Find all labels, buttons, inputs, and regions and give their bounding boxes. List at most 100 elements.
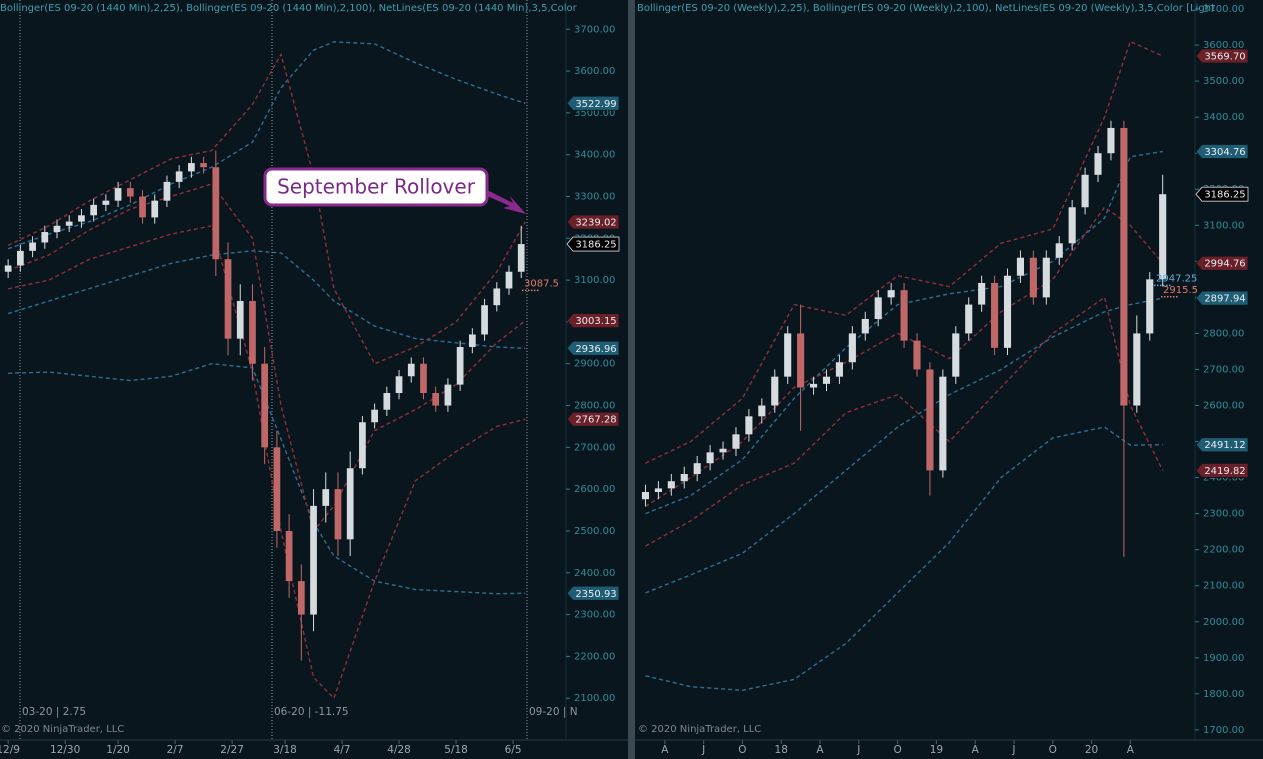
price-marker xyxy=(566,313,620,329)
candle-body xyxy=(163,181,171,201)
candle-body xyxy=(53,225,61,233)
candle-body xyxy=(965,304,973,334)
price-marker xyxy=(1195,186,1249,202)
candle-body xyxy=(188,163,195,172)
x-tick-label: 12/30 xyxy=(50,744,80,756)
candle-body xyxy=(1068,207,1076,244)
net-line-label: 2915.5 xyxy=(1163,285,1198,296)
candle-body xyxy=(745,416,753,435)
candle-body xyxy=(102,200,110,205)
y-tick-label: 2200.00 xyxy=(574,651,615,662)
candle-body xyxy=(1055,243,1063,258)
x-tick-label: A xyxy=(661,744,669,756)
price-marker-label: 2994.76 xyxy=(1204,259,1245,270)
bollinger-band xyxy=(645,426,1163,692)
x-tick-label: 2/7 xyxy=(167,744,184,756)
y-tick-label: 3600.00 xyxy=(574,66,615,77)
y-tick-label: 2700.00 xyxy=(1203,364,1244,375)
candle-body xyxy=(771,376,779,406)
bollinger-band xyxy=(7,52,526,365)
candle-body xyxy=(1107,127,1115,154)
annotation-arrow xyxy=(487,190,526,214)
y-tick-label: 3300.00 xyxy=(574,191,615,202)
candle-body xyxy=(78,215,85,222)
candle-body xyxy=(151,200,159,218)
candle-body xyxy=(667,481,675,489)
annotation: September Rollover xyxy=(263,167,526,214)
candle-body xyxy=(468,334,476,348)
candle-body xyxy=(383,392,391,410)
candle-body xyxy=(939,376,947,471)
price-marker xyxy=(566,214,620,230)
x-tick-label: 12/9 xyxy=(0,744,20,756)
y-tick-label: 2300.00 xyxy=(1203,509,1244,520)
candle-body xyxy=(65,221,73,226)
candle-body xyxy=(212,167,220,260)
candle-body xyxy=(175,171,183,182)
candle-body xyxy=(285,530,293,582)
y-tick-label: 3400.00 xyxy=(1203,112,1244,123)
y-tick-label: 2200.00 xyxy=(1203,545,1244,556)
candle-body xyxy=(1003,275,1012,348)
candle-body xyxy=(874,297,882,319)
x-tick-label: O xyxy=(893,744,901,756)
x-tick-label: O xyxy=(1049,744,1057,756)
candle-body xyxy=(991,282,999,348)
price-marker-label: 3239.02 xyxy=(575,217,616,228)
chart-panel: 03-20 | 2.75 06-20 | -11.75 09-20 | N 2100.… xyxy=(0,0,620,756)
y-tick-label: 2700.00 xyxy=(574,442,615,453)
price-marker-label: 3522.99 xyxy=(575,99,616,110)
candle-body xyxy=(835,362,843,377)
y-tick-label: 3600.00 xyxy=(1203,40,1244,51)
candle-body xyxy=(641,492,650,500)
x-tick-label: A xyxy=(816,744,824,756)
candle-body xyxy=(334,489,342,540)
candle-body xyxy=(444,384,452,406)
y-tick-label: 2300.00 xyxy=(574,610,615,621)
candle-body xyxy=(797,333,805,388)
bollinger-band xyxy=(645,297,1163,594)
price-marker xyxy=(566,236,620,252)
panel-divider xyxy=(628,0,635,759)
bollinger-band xyxy=(645,40,1163,464)
y-tick-label: 3100.00 xyxy=(574,275,615,286)
x-tick-label: 20 xyxy=(1085,744,1098,756)
price-marker-label: 2350.93 xyxy=(575,589,616,600)
price-marker xyxy=(1195,255,1249,271)
y-tick-label: 3500.00 xyxy=(574,108,615,119)
y-tick-label: 3500.00 xyxy=(1203,76,1244,87)
candle-body xyxy=(90,204,98,216)
candle-body xyxy=(249,301,256,364)
y-tick-label: 2600.00 xyxy=(1203,401,1244,412)
price-marker xyxy=(566,585,620,601)
candle-body xyxy=(359,422,366,469)
y-tick-label: 3100.00 xyxy=(1203,220,1244,231)
y-tick-label: 2800.00 xyxy=(574,401,615,412)
bollinger-band xyxy=(7,224,526,700)
x-tick-label: 3/18 xyxy=(273,744,297,756)
candle-body xyxy=(784,333,792,377)
price-marker xyxy=(566,95,620,111)
y-tick-label: 2800.00 xyxy=(1203,328,1244,339)
candle-body xyxy=(236,301,244,339)
candle-body xyxy=(952,333,960,377)
price-marker-label: 2491.12 xyxy=(1204,440,1245,451)
x-tick-label: 4/7 xyxy=(334,744,351,756)
x-tick-label: A xyxy=(1127,744,1135,756)
candle-body xyxy=(680,473,688,482)
candle-body xyxy=(297,581,305,615)
price-marker xyxy=(1195,48,1249,64)
candle-body xyxy=(1016,257,1024,276)
indicator-header: Bollinger(ES 09-20 (Weekly),2,25), Bolli… xyxy=(637,3,1215,14)
bollinger-band xyxy=(7,183,526,533)
candle-body xyxy=(810,383,818,388)
candle-body xyxy=(978,282,986,305)
candle-body xyxy=(310,505,317,615)
price-marker-label: 2419.82 xyxy=(1204,466,1245,477)
y-tick-label: 2900.00 xyxy=(574,359,615,370)
price-marker-label: 3304.76 xyxy=(1204,147,1245,158)
candle-body xyxy=(139,196,146,218)
candle-body xyxy=(200,163,207,168)
candle-body xyxy=(371,409,378,423)
